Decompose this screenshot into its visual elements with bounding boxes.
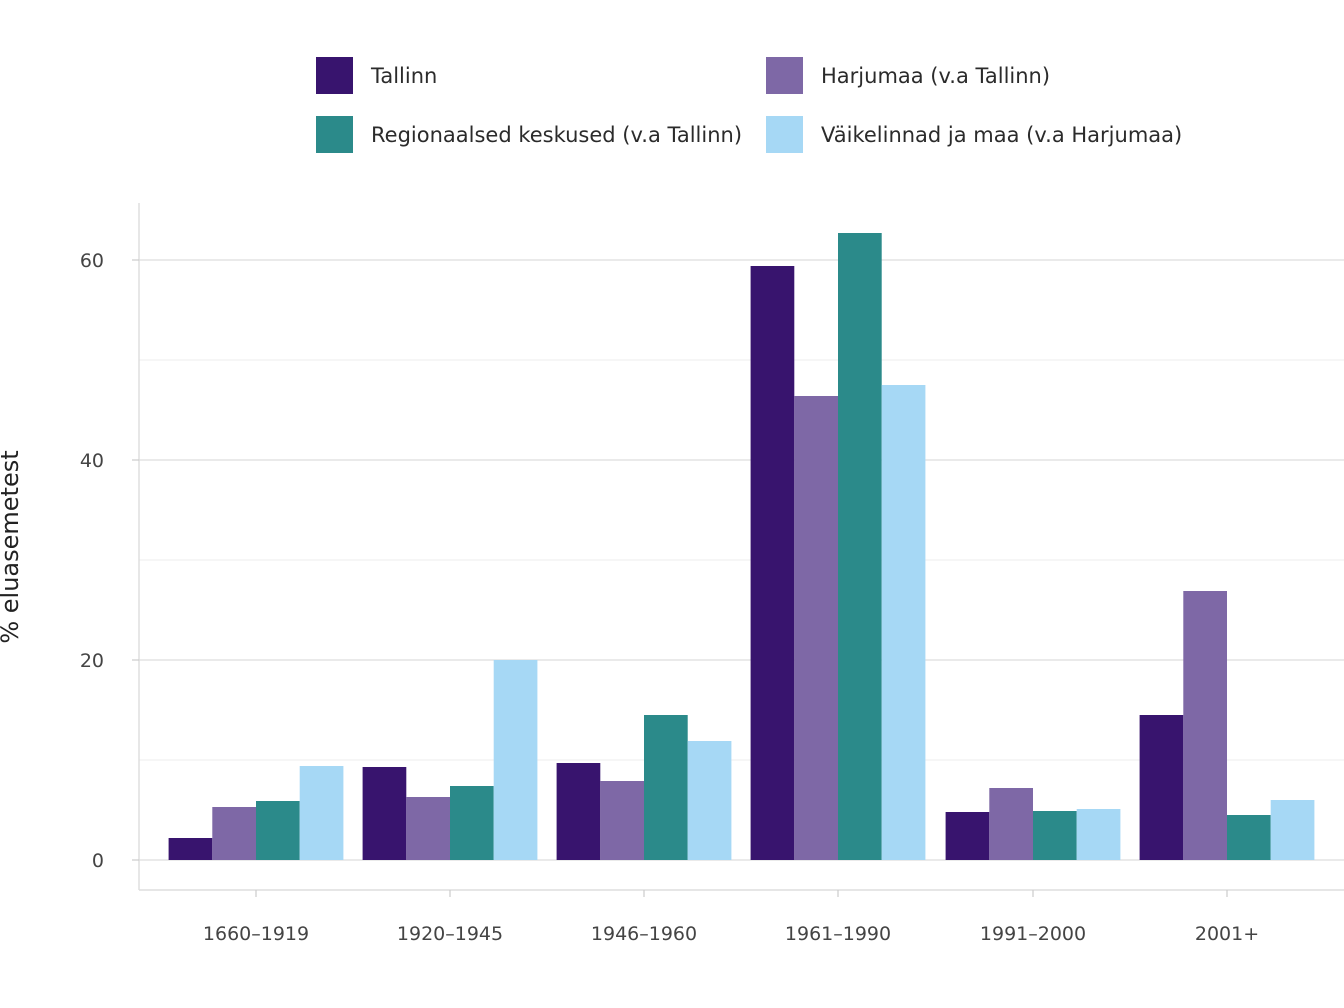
legend-swatch-vaikelinnad: [766, 116, 803, 153]
x-tick-label: 1660–1919: [203, 923, 309, 945]
bar-1-2: [362, 767, 407, 860]
bar-1-3: [556, 763, 601, 860]
legend-item-harjumaa: Harjumaa (v.a Tallinn): [766, 57, 1050, 94]
legend-swatch-regionaalsed: [316, 116, 353, 153]
x-tick-label: 1920–1945: [397, 923, 503, 945]
bar-4-3: [687, 741, 732, 860]
bars: [168, 233, 1315, 860]
bar-2-4: [794, 396, 838, 860]
bar-4-6: [1270, 800, 1315, 860]
bar-4-4: [881, 385, 926, 860]
y-tick-label: 0: [92, 850, 104, 872]
bar-1-1: [168, 838, 213, 860]
bar-3-2: [450, 786, 494, 860]
y-tick-label: 60: [80, 250, 104, 272]
chart-legend: Tallinn Harjumaa (v.a Tallinn) Regionaal…: [316, 57, 1216, 157]
legend-label-tallinn: Tallinn: [371, 63, 438, 88]
x-tick-label: 2001+: [1195, 923, 1259, 945]
y-axis-title: % eluasemetest: [0, 450, 24, 643]
axis-labels: 0 20 40 60 1660–1919 1920–1945 1946–1960 1961–1…: [80, 250, 1259, 945]
bar-4-1: [299, 766, 344, 860]
bar-3-6: [1227, 815, 1271, 860]
legend-swatch-harjumaa: [766, 57, 803, 94]
bar-2-6: [1183, 591, 1227, 860]
y-tick-label: 20: [80, 650, 104, 672]
legend-label-harjumaa: Harjumaa (v.a Tallinn): [821, 63, 1051, 88]
legend-item-regionaalsed: Regionaalsed keskused (v.a Tallinn): [316, 116, 742, 153]
legend-item-vaikelinnad: Väikelinnad ja maa (v.a Harjumaa): [766, 116, 1182, 153]
y-tick-label: 40: [80, 450, 104, 472]
bar-4-5: [1076, 809, 1121, 860]
bar-3-1: [256, 801, 300, 860]
bar-1-6: [1139, 715, 1184, 860]
bar-3-5: [1033, 811, 1077, 860]
x-tick-label: 1961–1990: [785, 923, 891, 945]
bar-2-1: [212, 807, 256, 860]
bar-2-3: [600, 781, 644, 860]
bar-1-4: [750, 266, 795, 860]
legend-swatch-tallinn: [316, 57, 353, 94]
axes: [132, 203, 1344, 897]
bar-3-4: [838, 233, 882, 860]
bar-4-2: [493, 660, 538, 860]
x-tick-label: 1946–1960: [591, 923, 697, 945]
legend-label-regionaalsed: Regionaalsed keskused (v.a Tallinn): [371, 122, 743, 147]
legend-label-vaikelinnad: Väikelinnad ja maa (v.a Harjumaa): [821, 122, 1183, 147]
bar-3-3: [644, 715, 688, 860]
bar-2-2: [406, 797, 450, 860]
bar-1-5: [945, 812, 990, 860]
bar-2-5: [989, 788, 1033, 860]
x-tick-label: 1991–2000: [980, 923, 1086, 945]
legend-item-tallinn: Tallinn: [316, 57, 437, 94]
